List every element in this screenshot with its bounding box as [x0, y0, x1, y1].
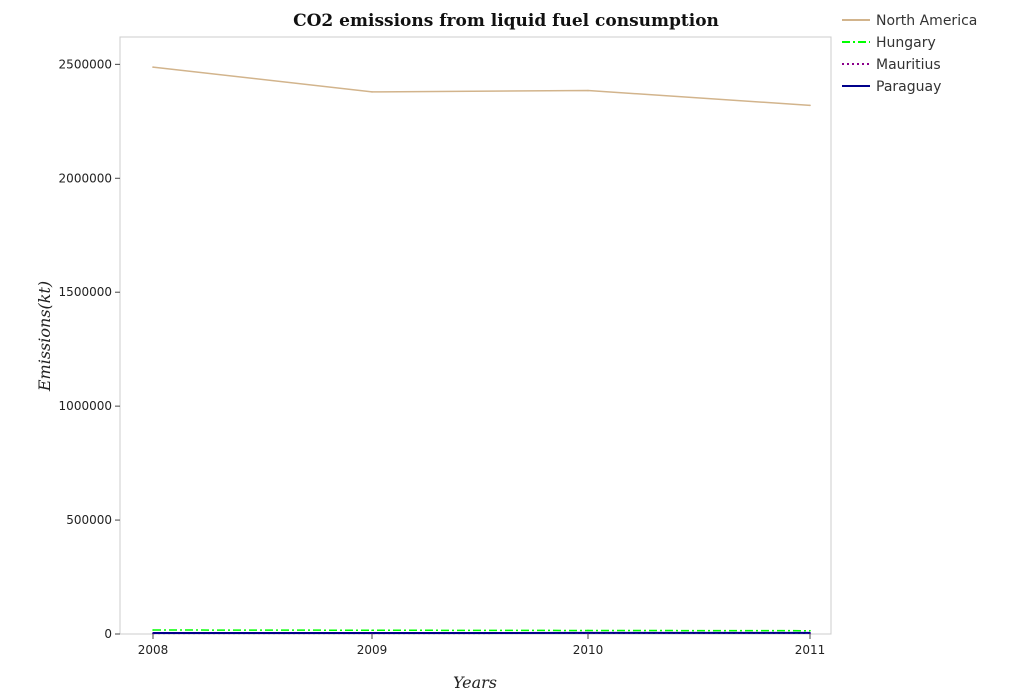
y-axis-title: Emissions(kt) — [35, 281, 54, 392]
y-tick-label: 2500000 — [59, 57, 112, 71]
legend-label-north-america: North America — [876, 13, 977, 29]
plot-area — [119, 36, 832, 635]
series-line-hungary — [152, 629, 811, 632]
data-point-hungary — [152, 629, 154, 631]
x-axis-title: Years — [453, 673, 497, 692]
y-axis: 0 500000 1000000 1500000 2000000 2500000 — [59, 57, 120, 641]
y-tick-label: 500000 — [66, 513, 112, 527]
y-tick-label: 2000000 — [59, 171, 112, 185]
x-tick-label: 2008 — [138, 643, 169, 657]
legend-label-mauritius: Mauritius — [876, 57, 941, 73]
x-tick-label: 2011 — [795, 643, 826, 657]
x-axis: 2008 2009 2010 2011 — [138, 634, 826, 657]
data-point-north-america — [587, 89, 589, 92]
legend-label-hungary: Hungary — [876, 35, 936, 51]
y-tick-label: 1500000 — [59, 285, 112, 299]
data-point-hungary — [809, 629, 811, 632]
chart-title: CO2 emissions from liquid fuel consumpti… — [293, 11, 719, 31]
data-point-north-america — [809, 104, 811, 107]
x-tick-label: 2010 — [573, 643, 604, 657]
x-tick-label: 2009 — [357, 643, 388, 657]
data-point-north-america — [371, 91, 373, 93]
legend-label-paraguay: Paraguay — [876, 79, 941, 95]
data-point-paraguay — [809, 632, 811, 634]
series-lines — [152, 66, 811, 635]
series-points — [152, 66, 811, 635]
data-point-north-america — [152, 66, 154, 68]
y-tick-label: 1000000 — [59, 399, 112, 413]
y-tick-label: 0 — [104, 627, 112, 641]
data-point-hungary — [587, 629, 589, 632]
series-line-north-america — [152, 66, 811, 107]
data-point-hungary — [371, 629, 373, 632]
data-point-paraguay — [587, 632, 589, 634]
data-point-paraguay — [152, 632, 154, 634]
legend: North America Hungary Mauritius Paraguay — [842, 13, 977, 95]
data-point-paraguay — [371, 632, 373, 634]
